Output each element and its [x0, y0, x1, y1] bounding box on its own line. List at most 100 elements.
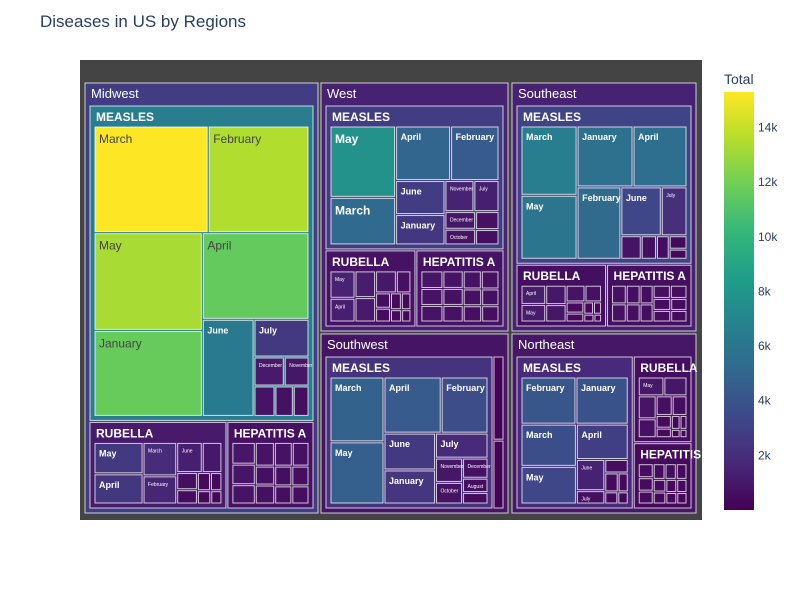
month-west-rubella-june[interactable] [396, 271, 411, 293]
month-southeast-rubella-september[interactable] [594, 314, 602, 322]
month-southeast-rubella-march[interactable] [566, 285, 585, 302]
month-midwest-hepatitis-a-april[interactable] [274, 442, 292, 466]
month-west-hepatitis-a-august[interactable] [481, 271, 499, 289]
month-midwest-hepatitis-a-february[interactable] [232, 464, 255, 485]
month-midwest-rubella-june[interactable] [177, 442, 202, 473]
month-west-hepatitis-a-november[interactable] [421, 288, 443, 305]
month-northeast-hepatitis-a-march[interactable] [638, 464, 653, 478]
month-southwest-measles-march[interactable] [330, 377, 384, 442]
month-southeast-rubella-august[interactable] [593, 302, 602, 314]
month-northeast-hepatitis-a-september[interactable] [666, 479, 677, 492]
month-west-measles-september[interactable] [476, 230, 499, 245]
month-northeast-rubella-may[interactable] [638, 377, 664, 396]
month-southeast-rubella-february[interactable] [546, 305, 566, 322]
month-northeast-hepatitis-a-june[interactable] [676, 464, 687, 479]
month-southwest-measles-august[interactable] [463, 478, 488, 493]
month-midwest-hepatitis-a-july[interactable] [255, 485, 275, 504]
month-southeast-hepatitis-a-december[interactable] [671, 310, 687, 322]
month-southeast-hepatitis-a-february[interactable] [626, 285, 640, 304]
month-midwest-hepatitis-a-august[interactable] [255, 466, 275, 485]
month-midwest-measles-august[interactable] [254, 386, 275, 416]
month-west-rubella-january[interactable] [355, 271, 376, 298]
month-southwest-measles-december[interactable] [463, 458, 488, 478]
month-southwest-measles-november[interactable] [435, 458, 463, 482]
month-west-rubella-march[interactable] [355, 298, 376, 322]
month-southwest-measles-october[interactable] [435, 482, 463, 504]
month-southeast-measles-october[interactable] [656, 236, 669, 259]
month-northeast-rubella-december[interactable] [656, 428, 671, 438]
month-northeast-hepatitis-a-october[interactable] [677, 479, 687, 492]
month-midwest-measles-april[interactable] [202, 233, 309, 319]
month-midwest-measles-december[interactable] [254, 357, 284, 386]
month-southwest-measles-june[interactable] [384, 433, 435, 470]
month-southeast-measles-december[interactable] [621, 236, 641, 259]
month-northeast-measles-january[interactable] [576, 377, 628, 424]
month-southeast-measles-may[interactable] [521, 195, 577, 259]
month-midwest-measles-september[interactable] [293, 386, 309, 416]
month-northeast-measles-november[interactable] [605, 473, 618, 492]
month-west-rubella-october[interactable] [391, 310, 402, 322]
month-southeast-rubella-january[interactable] [585, 285, 602, 302]
month-midwest-hepatitis-a-november[interactable] [292, 466, 309, 486]
month-midwest-rubella-february[interactable] [143, 476, 177, 504]
month-southwest-measles-july[interactable] [435, 433, 488, 458]
month-northeast-rubella-february[interactable] [656, 396, 672, 415]
month-southeast-hepatitis-a-june[interactable] [640, 304, 653, 322]
month-northeast-measles-may[interactable] [521, 466, 576, 504]
month-southeast-rubella-may[interactable] [521, 304, 546, 322]
month-midwest-rubella-may[interactable] [94, 442, 143, 474]
month-southeast-rubella-october[interactable] [584, 314, 594, 322]
month-southeast-rubella-july[interactable] [566, 302, 584, 313]
month-midwest-rubella-april[interactable] [94, 474, 143, 504]
month-west-measles-june[interactable] [396, 181, 445, 215]
month-midwest-hepatitis-a-december[interactable] [275, 466, 292, 486]
month-midwest-measles-may[interactable] [94, 233, 202, 330]
month-west-rubella-february[interactable] [376, 271, 396, 293]
month-west-measles-august[interactable] [476, 212, 499, 230]
month-southeast-rubella-april[interactable] [521, 285, 546, 304]
month-west-measles-november[interactable] [445, 181, 474, 212]
month-northeast-measles-march[interactable] [521, 424, 576, 466]
month-southeast-measles-june[interactable] [621, 187, 661, 236]
month-southeast-hepatitis-a-november[interactable] [671, 298, 687, 310]
month-midwest-measles-november[interactable] [284, 357, 309, 386]
month-west-hepatitis-a-may[interactable] [443, 271, 463, 288]
month-northeast-rubella-june[interactable] [638, 419, 656, 438]
month-southeast-measles-january[interactable] [577, 126, 633, 187]
month-northeast-rubella-july[interactable] [656, 415, 671, 428]
month-northeast-hepatitis-a-january[interactable] [638, 491, 653, 504]
month-northeast-hepatitis-a-november[interactable] [666, 492, 677, 504]
month-southeast-hepatitis-a-april[interactable] [626, 304, 640, 322]
month-midwest-measles-june[interactable] [202, 319, 254, 416]
month-southeast-hepatitis-a-may[interactable] [640, 285, 653, 304]
month-midwest-rubella-december[interactable] [177, 490, 197, 504]
month-west-measles-january[interactable] [396, 215, 445, 245]
month-southeast-measles-august[interactable] [669, 236, 687, 249]
month-northeast-hepatitis-a-may[interactable] [665, 464, 676, 479]
month-northeast-measles-september[interactable] [618, 492, 628, 504]
month-midwest-measles-february[interactable] [208, 126, 309, 233]
month-southeast-measles-july[interactable] [661, 187, 687, 236]
month-northeast-measles-december[interactable] [605, 460, 628, 473]
month-midwest-measles-january[interactable] [94, 330, 202, 416]
month-southwest-measles-january[interactable] [384, 470, 435, 504]
month-northeast-measles-april[interactable] [576, 424, 628, 460]
month-midwest-rubella-july[interactable] [177, 473, 197, 490]
month-midwest-rubella-october[interactable] [197, 491, 211, 504]
month-southwest-measles-february[interactable] [441, 377, 488, 433]
month-west-rubella-august[interactable] [401, 293, 411, 310]
month-northeast-rubella-october[interactable] [671, 429, 680, 438]
month-west-hepatitis-a-july[interactable] [421, 305, 443, 322]
month-southeast-hepatitis-a-september[interactable] [653, 298, 671, 310]
month-west-hepatitis-a-december[interactable] [482, 289, 499, 306]
disease-southwest-rubella[interactable] [493, 440, 504, 509]
month-west-measles-october[interactable] [445, 229, 476, 245]
month-west-hepatitis-a-march[interactable] [443, 288, 463, 305]
month-midwest-rubella-august[interactable] [197, 473, 210, 491]
month-southeast-measles-november[interactable] [641, 236, 656, 259]
month-west-hepatitis-a-february[interactable] [443, 305, 463, 322]
month-northeast-measles-august[interactable] [618, 473, 628, 492]
month-west-rubella-may[interactable] [330, 271, 355, 298]
month-northeast-measles-july[interactable] [576, 491, 605, 504]
